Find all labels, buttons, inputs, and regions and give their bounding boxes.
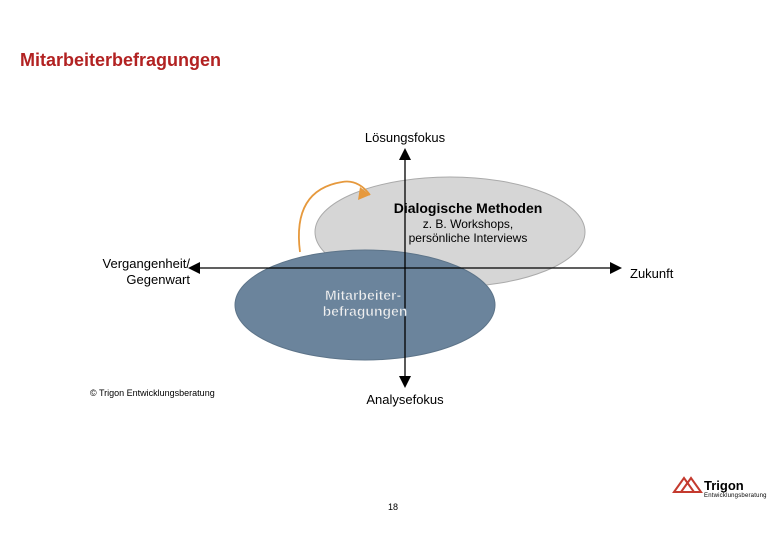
axis-label-left: Vergangenheit/ Gegenwart bbox=[95, 256, 190, 289]
axis-label-left-line2: Gegenwart bbox=[126, 272, 190, 287]
logo-mark bbox=[674, 478, 701, 492]
ellipse-mitarbeiter-label: Mitarbeiter- befragungen bbox=[323, 287, 408, 319]
axis-arrow-up bbox=[399, 148, 411, 160]
axis-label-right: Zukunft bbox=[630, 266, 673, 281]
axis-label-bottom: Analysefokus bbox=[366, 392, 443, 407]
copyright-text: © Trigon Entwicklungsberatung bbox=[90, 388, 215, 398]
dialogische-title: Dialogische Methoden bbox=[348, 200, 588, 217]
axis-label-top: Lösungsfokus bbox=[365, 130, 445, 145]
logo-name: Trigon bbox=[704, 478, 767, 493]
logo: Trigon Entwicklungsberatung bbox=[704, 478, 767, 499]
slide: Mitarbeiterbefragungen Mitarbeiter- befr… bbox=[0, 0, 780, 540]
mitarbeiter-line1: Mitarbeiter- bbox=[325, 287, 402, 303]
dialogische-sub1: z. B. Workshops, bbox=[348, 217, 588, 231]
dialogische-sub2: persönliche Interviews bbox=[348, 231, 588, 245]
page-number: 18 bbox=[388, 502, 398, 512]
axis-arrow-right bbox=[610, 262, 622, 274]
ellipse-dialogische-label: Dialogische Methoden z. B. Workshops, pe… bbox=[348, 200, 588, 246]
axis-label-left-line1: Vergangenheit/ bbox=[103, 256, 190, 271]
logo-sub: Entwicklungsberatung bbox=[704, 493, 767, 499]
mitarbeiter-line2: befragungen bbox=[323, 303, 408, 319]
axis-arrow-down bbox=[399, 376, 411, 388]
